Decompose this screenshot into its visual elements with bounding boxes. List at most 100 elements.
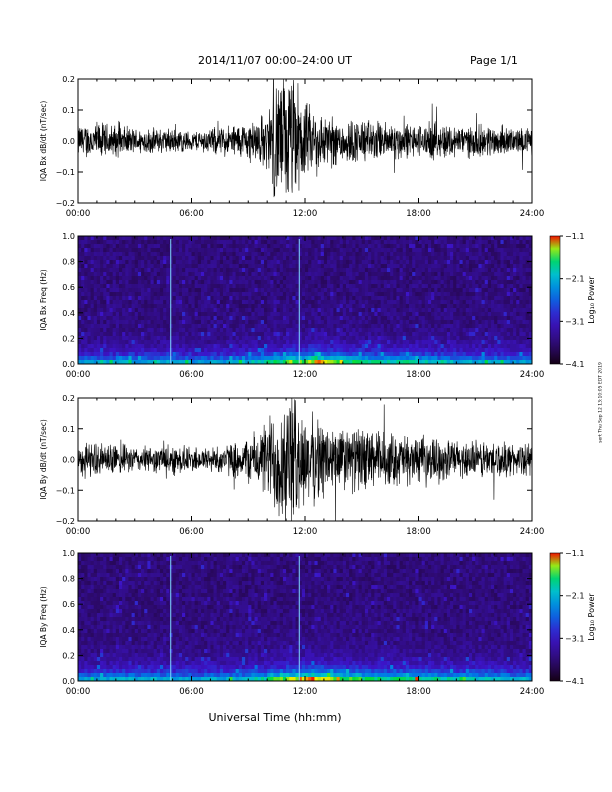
heatmap-cell (339, 356, 344, 361)
heatmap-cell (282, 260, 287, 265)
heatmap-cell (481, 296, 486, 301)
heatmap-cell (84, 316, 88, 321)
heatmap-cell (456, 352, 460, 357)
heatmap-cell (368, 304, 372, 309)
heatmap-cell (305, 256, 309, 261)
heatmap-cell (100, 336, 104, 341)
heatmap-cell (513, 276, 517, 281)
heatmap-cell (241, 236, 246, 241)
heatmap-cell (472, 316, 476, 321)
heatmap-cell (188, 272, 192, 277)
heatmap-cell (257, 312, 262, 317)
heatmap-cell (361, 284, 366, 289)
heatmap-cell (525, 272, 530, 277)
heatmap-cell (525, 240, 530, 245)
heatmap-cell (159, 324, 164, 329)
heatmap-cell (481, 304, 486, 309)
heatmap-cell (528, 320, 533, 325)
heatmap-cell (399, 236, 404, 241)
heatmap-cell (251, 320, 255, 325)
heatmap-cell (320, 340, 325, 345)
heatmap-cell (308, 316, 312, 321)
heatmap-cell (204, 328, 208, 333)
heatmap-cell (282, 276, 287, 281)
heatmap-cells (78, 236, 533, 365)
heatmap-cell (345, 276, 350, 281)
heatmap-cell (87, 288, 92, 293)
heatmap-cell (468, 296, 473, 301)
heatmap-cell (374, 348, 378, 353)
heatmap-cell (327, 352, 331, 357)
heatmap-cell (472, 264, 476, 269)
heatmap-cell (204, 252, 208, 257)
heatmap-cell (314, 336, 319, 341)
heatmap-cell (522, 248, 527, 253)
heatmap-cell (330, 324, 334, 329)
heatmap-cell (380, 276, 385, 281)
heatmap-cell (128, 252, 132, 257)
heatmap-cell (427, 356, 432, 361)
heatmap-cell (141, 340, 145, 345)
heatmap-cell (286, 256, 290, 261)
heatmap-cell (528, 328, 533, 333)
heatmap-cell (194, 340, 199, 345)
heatmap-cell (175, 272, 180, 277)
heatmap-cell (134, 356, 139, 361)
heatmap-cell (106, 356, 110, 361)
heatmap-cell (163, 284, 167, 289)
heatmap-cell (188, 276, 192, 281)
heatmap-cell (323, 256, 328, 261)
heatmap-cell (339, 296, 344, 301)
heatmap-cell (509, 244, 514, 249)
heatmap-cell (339, 312, 344, 317)
heatmap-cell (207, 256, 211, 261)
heatmap-cell (238, 236, 243, 241)
heatmap-cell (147, 260, 151, 265)
heatmap-cell (308, 336, 312, 341)
heatmap-cell (156, 256, 161, 261)
heatmap-cell (276, 344, 281, 349)
heatmap-cell (286, 280, 290, 285)
heatmap-cell (519, 240, 523, 245)
heatmap-cell (399, 272, 404, 277)
heatmap-cell (175, 312, 180, 317)
heatmap-cell (257, 292, 262, 297)
heatmap-cell (421, 352, 426, 357)
heatmap-cell (358, 312, 363, 317)
heatmap-cell (472, 328, 476, 333)
heatmap-cell (115, 240, 120, 245)
heatmap-cell (437, 344, 441, 349)
heatmap-cell (330, 320, 334, 325)
heatmap-cell (484, 352, 489, 357)
heatmap-cell (305, 292, 309, 297)
heatmap-cell (468, 288, 473, 293)
heatmap-cell (481, 268, 486, 273)
heatmap-cell (241, 252, 246, 257)
heatmap-cell (84, 292, 88, 297)
heatmap-cell (122, 280, 126, 285)
heatmap-cell (380, 292, 385, 297)
heatmap-cell (100, 292, 104, 297)
heatmap-cell (90, 240, 95, 245)
heatmap-cell (153, 268, 158, 273)
heatmap-cell (267, 356, 271, 361)
heatmap-cell (503, 284, 508, 289)
heatmap-cell (156, 260, 161, 265)
heatmap-cell (345, 252, 350, 257)
heatmap-cell (424, 240, 429, 245)
heatmap-cell (264, 324, 268, 329)
heatmap-cell (456, 248, 460, 253)
heatmap-cell (405, 352, 410, 357)
heatmap-cell (308, 240, 312, 245)
heatmap-cell (81, 260, 85, 265)
heatmap-cell (78, 573, 82, 578)
heatmap-cell (147, 236, 151, 241)
heatmap-cell (383, 324, 388, 329)
heatmap-cell (226, 332, 230, 337)
heatmap-cell (103, 288, 107, 293)
heatmap-cell (509, 304, 514, 309)
heatmap-cell (219, 244, 224, 249)
heatmap-cell (308, 344, 312, 349)
heatmap-cell (204, 296, 208, 301)
heatmap-cell (393, 280, 397, 285)
